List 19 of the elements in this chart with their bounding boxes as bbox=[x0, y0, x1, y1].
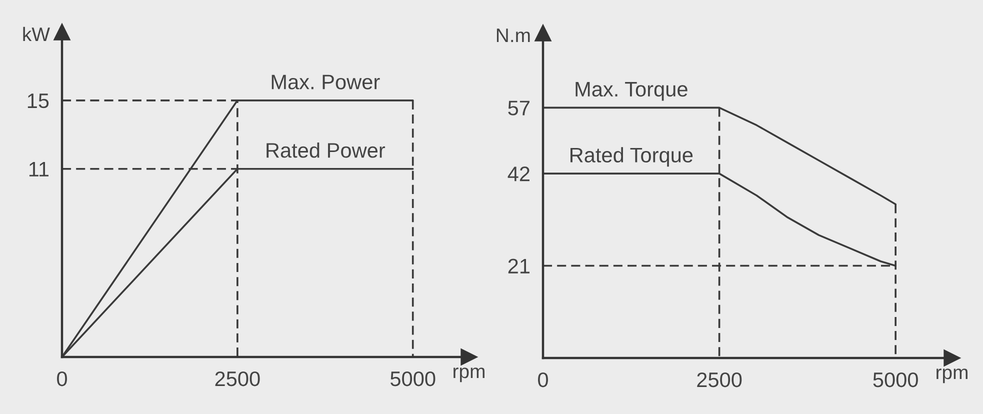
series-label: Max. Power bbox=[272, 74, 380, 90]
y-tick-label: 21 bbox=[508, 258, 530, 274]
x-tick-label: 5000 bbox=[873, 372, 918, 388]
y-tick-label: 15 bbox=[28, 94, 49, 108]
y-axis-title: kW bbox=[23, 26, 50, 42]
x-tick-label: 2500 bbox=[697, 372, 742, 388]
x-axis-title: rpm bbox=[454, 368, 484, 382]
x-tick-label: 0 bbox=[538, 372, 548, 388]
series-label: Rated Torque bbox=[570, 147, 693, 167]
y-tick-label: 11 bbox=[29, 162, 48, 176]
series-label: Max. Torque bbox=[576, 82, 688, 101]
x-axis-title: rpm bbox=[936, 368, 968, 384]
y-tick-label: 42 bbox=[508, 166, 530, 182]
series-label: Rated Power bbox=[266, 142, 386, 158]
x-tick-label: 2500 bbox=[215, 371, 260, 386]
x-tick-label: 5000 bbox=[390, 371, 436, 386]
x-tick-label: 0 bbox=[57, 371, 67, 386]
y-tick-label: 57 bbox=[508, 100, 530, 116]
y-axis-title: N.m bbox=[496, 28, 530, 42]
